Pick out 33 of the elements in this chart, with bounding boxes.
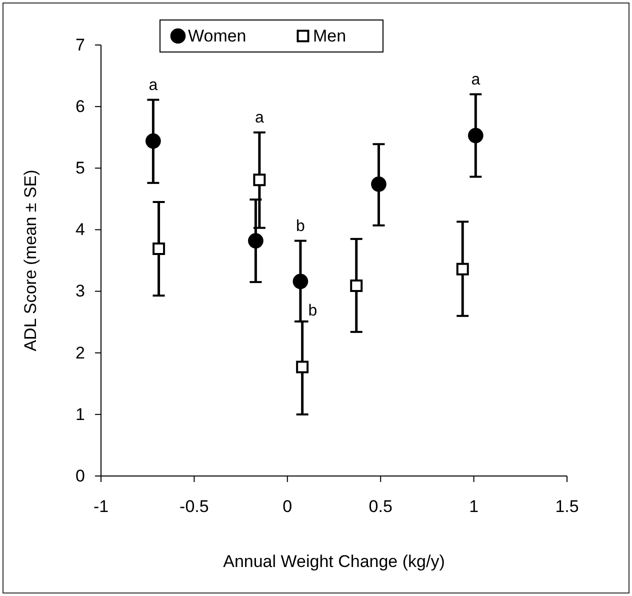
x-tick-label: 1.5	[555, 497, 579, 516]
y-tick-label: 1	[76, 404, 85, 424]
point	[152, 242, 166, 256]
y-tick-label: 2	[76, 343, 85, 362]
x-axis-title: Annual Weight Change (kg/y)	[223, 552, 445, 571]
y-tick-label: 5	[76, 158, 85, 178]
point	[456, 262, 469, 276]
legend-label: Women	[188, 26, 246, 46]
annotation: a	[148, 77, 158, 94]
annotation: a	[471, 71, 480, 88]
y-tick-label: 4	[76, 220, 85, 240]
point	[468, 128, 484, 144]
annotation: b	[308, 302, 318, 320]
point	[350, 280, 363, 292]
point	[292, 274, 308, 290]
x-tick-label: 0.5	[368, 497, 392, 516]
x-tick-label: -0.5	[180, 497, 209, 516]
annotation: b	[296, 218, 305, 236]
legend-label: Men	[313, 26, 346, 46]
x-tick-label: 1	[469, 497, 479, 516]
point	[253, 174, 266, 186]
y-tick-label: 7	[76, 35, 85, 54]
y-axis-title: ADL Score (mean ± SE)	[21, 170, 40, 352]
x-tick-label: 0	[282, 497, 292, 516]
y-tick-label: 3	[76, 282, 85, 301]
annotation: a	[254, 110, 264, 127]
point	[296, 360, 309, 374]
y-tick-label: 6	[76, 97, 85, 116]
point	[146, 133, 161, 149]
point	[371, 176, 386, 192]
y-tick-label: 0	[76, 466, 85, 486]
point	[248, 233, 264, 248]
x-tick-label: -1	[93, 497, 109, 516]
